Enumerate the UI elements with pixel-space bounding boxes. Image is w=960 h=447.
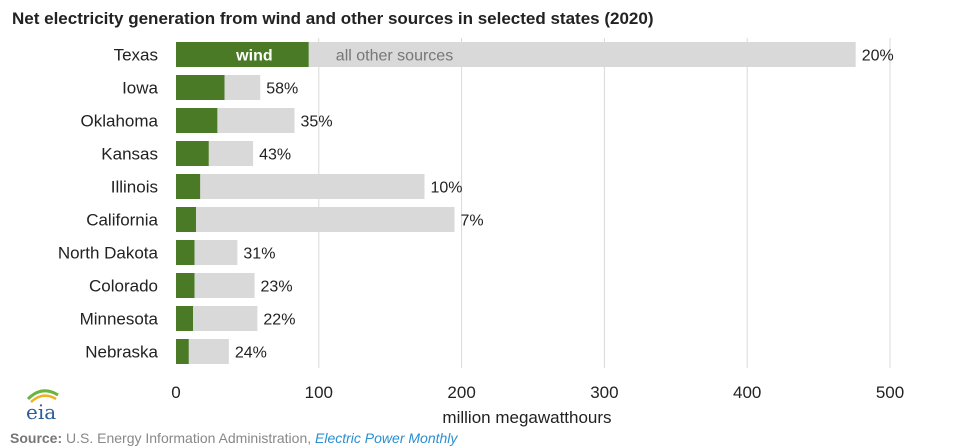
- wind-share-label: 23%: [261, 279, 293, 296]
- bar-other: [188, 339, 229, 364]
- chart-title: Net electricity generation from wind and…: [12, 9, 653, 28]
- bars: wind all other sources: [176, 42, 856, 364]
- wind-share-label: 10%: [430, 180, 462, 197]
- x-tick-label: 200: [447, 383, 475, 402]
- bar-other: [208, 141, 254, 166]
- category-label: Oklahoma: [81, 112, 159, 131]
- bar-other: [195, 207, 455, 232]
- category-label: Iowa: [122, 79, 158, 98]
- x-tick-label: 400: [733, 383, 761, 402]
- x-tick-label: 100: [305, 383, 333, 402]
- logo-text: eia: [26, 400, 56, 423]
- x-tick-label: 0: [171, 383, 180, 402]
- source-note: Source: U.S. Energy Information Administ…: [10, 430, 457, 446]
- wind-share-label: 22%: [263, 312, 295, 329]
- legend-other: all other sources: [336, 48, 453, 65]
- category-label: Kansas: [101, 145, 158, 164]
- wind-share-label: 31%: [243, 246, 275, 263]
- category-label: California: [86, 211, 158, 230]
- bar-wind: [176, 141, 209, 166]
- bar-wind: [176, 306, 194, 331]
- bar-wind: [176, 174, 201, 199]
- wind-share-label: 24%: [235, 345, 267, 362]
- bar-other: [224, 75, 261, 100]
- wind-share-label: 7%: [460, 213, 483, 230]
- bar-wind: [176, 207, 196, 232]
- bar-wind: [176, 108, 218, 133]
- category-label: North Dakota: [58, 244, 159, 263]
- eia-logo: eia: [26, 389, 59, 423]
- category-label: Colorado: [89, 277, 158, 296]
- source-label: Source:: [10, 430, 63, 446]
- wind-share-labels: 20% 58%35% 43% 10% 7% 31% 23% 22% 24%: [235, 48, 894, 362]
- bar-wind: [176, 42, 309, 67]
- category-label: Texas: [114, 46, 158, 65]
- wind-share-label: 58%: [266, 81, 298, 98]
- legend-wind: wind: [235, 48, 272, 65]
- category-label: Minnesota: [80, 310, 159, 329]
- logo-arc-green: [26, 389, 59, 401]
- bar-wind: [176, 339, 189, 364]
- wind-share-label: 43%: [259, 147, 291, 164]
- x-tick-labels: 0 100 200 300 400 500: [171, 383, 904, 402]
- wind-share-label: 35%: [301, 114, 333, 131]
- gridlines: [318, 38, 891, 368]
- category-labels: Texas Iowa Oklahoma Kansas Illinois Californi…: [58, 46, 159, 362]
- source-link[interactable]: Electric Power Monthly: [315, 430, 458, 446]
- bar-other: [193, 306, 258, 331]
- bar-wind: [176, 273, 195, 298]
- wind-share-label: 20%: [862, 48, 894, 65]
- source-text: U.S. Energy Information Administration,: [66, 430, 312, 446]
- bar-other: [217, 108, 295, 133]
- bar-other: [308, 42, 856, 67]
- x-tick-label: 500: [876, 383, 904, 402]
- logo-arc-yellow: [30, 394, 57, 403]
- bar-wind: [176, 75, 225, 100]
- bar-other: [194, 273, 255, 298]
- category-label: Illinois: [111, 178, 158, 197]
- x-axis-title: million megawatthours: [442, 408, 611, 427]
- x-tick-label: 300: [590, 383, 618, 402]
- category-label: Nebraska: [85, 343, 158, 362]
- bar-other: [200, 174, 425, 199]
- bar-wind: [176, 240, 195, 265]
- bar-other: [194, 240, 238, 265]
